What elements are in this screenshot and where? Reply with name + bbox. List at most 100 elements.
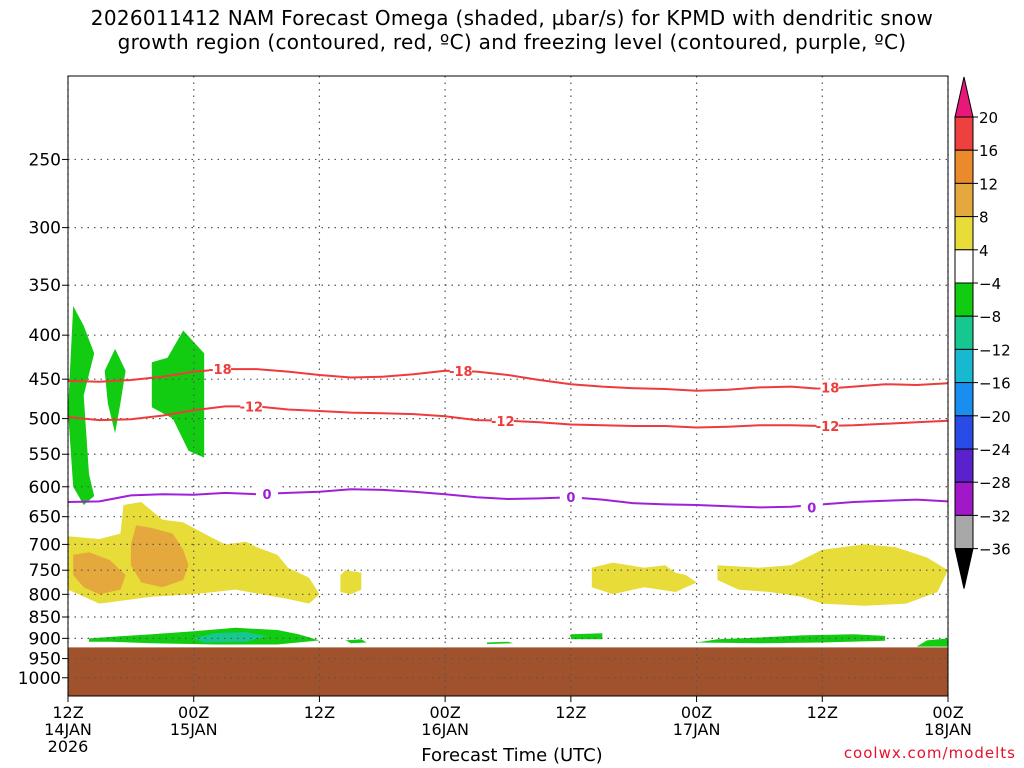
- chart-title-line-1: 2026011412 NAM Forecast Omega (shaded, µ…: [90, 6, 934, 30]
- x-tick-label-h24-1: 12Z: [304, 703, 335, 722]
- x-tick-label-h12-1: 00Z: [178, 703, 209, 722]
- colorbar-bin-12-to-16: [954, 149, 974, 184]
- colorbar-top-arrow: [954, 76, 974, 118]
- colorbar-bin--12-to--8: [954, 315, 974, 350]
- x-tick-label-h48-1: 12Z: [555, 703, 586, 722]
- omega-region-7: [591, 562, 697, 595]
- colorbar-bottom-arrow: [954, 548, 974, 589]
- y-tick-label-900: 900: [29, 629, 61, 649]
- y-tick-label-400: 400: [29, 326, 61, 346]
- contour-label--18: -18: [449, 365, 473, 380]
- site-credit: coolwx.com/modelts: [843, 744, 1016, 762]
- colorbar-label: −12: [979, 341, 1011, 359]
- colorbar-bin--24-to--20: [954, 415, 974, 450]
- y-tick-label-600: 600: [29, 478, 61, 498]
- plot-frame: [67, 75, 949, 697]
- omega-region-1: [104, 348, 126, 434]
- omega-colorbar: 20 16 12 8 4 −4 −8 −12 −16 −20 −24 −28 −32 −36: [954, 76, 1011, 589]
- colorbar-bin--36-to--32: [954, 514, 974, 550]
- x-tick-label-h36-2: 16JAN: [421, 720, 469, 739]
- pressure-axis: 2503003504004505005506006507007508008509…: [18, 150, 68, 689]
- y-tick-label-750: 750: [29, 561, 61, 581]
- x-axis-title: Forecast Time (UTC): [421, 745, 603, 766]
- chart-title: 2026011412 NAM Forecast Omega (shaded, µ…: [0, 6, 1024, 54]
- contour-label--12: -12: [816, 420, 840, 435]
- colorbar-bin-4-to-8: [954, 216, 974, 251]
- y-tick-label-850: 850: [29, 608, 61, 628]
- colorbar-label: −32: [979, 507, 1011, 525]
- omega-region-4: [73, 552, 126, 595]
- colorbar-label: 20: [979, 109, 998, 127]
- contour-label-bg: [240, 398, 263, 414]
- omega-shading-layer: [68, 306, 948, 647]
- omega-region-14: [916, 638, 948, 647]
- x-tick-label-h12-2: 15JAN: [170, 720, 218, 739]
- contour-label-bg: [816, 417, 839, 433]
- omega-region-2: [151, 330, 205, 458]
- colorbar-bin-8-to-12: [954, 182, 974, 218]
- contour-label-bg: [208, 361, 231, 377]
- contour-label-0: 0: [807, 501, 816, 516]
- y-tick-label-350: 350: [29, 276, 61, 296]
- colorbar-bin--20-to--16: [954, 382, 974, 417]
- colorbar-label: −36: [979, 541, 1011, 559]
- colorbar-label: −4: [979, 275, 1001, 293]
- x-tick-label-h60-2: 17JAN: [673, 720, 721, 739]
- colorbar-label: 16: [979, 142, 998, 160]
- colorbar-bin--16-to--12: [954, 348, 974, 384]
- y-tick-label-550: 550: [29, 445, 61, 465]
- colorbar-label: −20: [979, 408, 1011, 426]
- y-tick-label-300: 300: [29, 219, 61, 239]
- contour-label--18: -18: [208, 363, 232, 378]
- omega-region-6: [340, 570, 362, 595]
- temperature-contours: -18 -18 -18 -12 -12 -12 0 0 0: [67, 361, 949, 516]
- omega-region-12: [570, 633, 603, 640]
- y-tick-label-700: 700: [29, 535, 61, 555]
- colorbar-label: −16: [979, 375, 1011, 393]
- colorbar-label: −28: [979, 474, 1011, 492]
- omega-region-10: [193, 632, 267, 643]
- contour-label--12: -12: [240, 400, 264, 415]
- colorbar-bin--28-to--24: [954, 448, 974, 483]
- y-tick-label-450: 450: [29, 370, 61, 390]
- contour-label-bg: [449, 362, 472, 378]
- colorbar-bin--8-to--4: [954, 282, 974, 317]
- contour-label-bg: [256, 486, 279, 502]
- omega-region-0: [68, 306, 95, 505]
- chart-title-line-2: growth region (contoured, red, ºC) and f…: [117, 30, 907, 54]
- colorbar-label: 12: [979, 175, 998, 193]
- x-tick-label-h0-1: 12Z: [52, 703, 83, 722]
- omega-region-3: [68, 502, 320, 604]
- y-tick-label-250: 250: [29, 150, 61, 170]
- contour-label-bg: [559, 489, 582, 505]
- x-tick-label-h36-1: 00Z: [429, 703, 460, 722]
- below-ground-mask: [68, 647, 948, 696]
- x-tick-label-h0-2: 14JAN: [44, 720, 92, 739]
- x-tick-label-h0-3: 2026: [48, 737, 89, 756]
- colorbar-bin--4-to-4: [954, 249, 974, 284]
- y-tick-label-950: 950: [29, 650, 61, 670]
- y-tick-label-800: 800: [29, 585, 61, 605]
- y-tick-label-1000: 1000: [18, 669, 61, 689]
- x-tick-label-h72-1: 12Z: [807, 703, 838, 722]
- contour-label--12: -12: [491, 415, 515, 430]
- colorbar-bin-16-to-20: [954, 116, 974, 151]
- x-tick-label-h84-1: 00Z: [932, 703, 963, 722]
- omega-region-8: [717, 544, 948, 606]
- contour-label-bg: [491, 412, 514, 428]
- y-tick-label-650: 650: [29, 508, 61, 528]
- omega-region-11: [345, 639, 367, 644]
- colorbar-label: 4: [979, 242, 989, 260]
- contour-label-0: 0: [263, 488, 272, 503]
- x-tick-label-h60-1: 00Z: [681, 703, 712, 722]
- contour-label-0: 0: [566, 491, 575, 506]
- contour-label-bg: [800, 499, 823, 515]
- colorbar-label: 8: [979, 209, 989, 227]
- colorbar-label: −8: [979, 308, 1001, 326]
- contour-label-bg: [816, 379, 839, 395]
- colorbar-bin--32-to--28: [954, 481, 974, 516]
- x-tick-label-h84-2: 18JAN: [924, 720, 972, 739]
- omega-region-15: [487, 641, 514, 645]
